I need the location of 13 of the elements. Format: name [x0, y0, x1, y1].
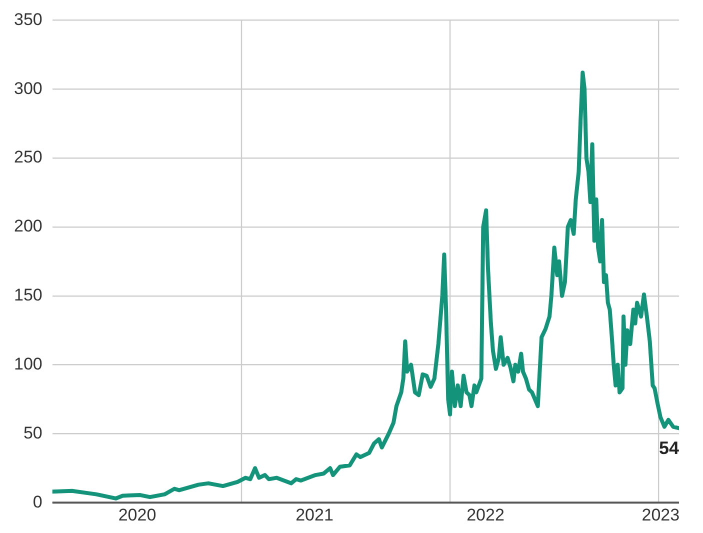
- x-tick-label: 2021: [296, 505, 334, 524]
- x-tick-label: 2023: [642, 505, 680, 524]
- y-tick-label: 150: [14, 286, 42, 305]
- annotation: 54: [658, 438, 679, 458]
- y-tick-label: 350: [14, 10, 42, 29]
- y-tick-label: 200: [14, 216, 42, 236]
- y-tick-label: 250: [14, 148, 42, 167]
- x-tick-label: 2022: [466, 505, 504, 524]
- x-tick-label: 2020: [118, 505, 156, 524]
- y-tick-label: 100: [14, 354, 42, 374]
- y-tick-label: 300: [14, 78, 42, 98]
- y-tick-label: 50: [23, 423, 42, 442]
- y-tick-label: 0: [32, 492, 42, 512]
